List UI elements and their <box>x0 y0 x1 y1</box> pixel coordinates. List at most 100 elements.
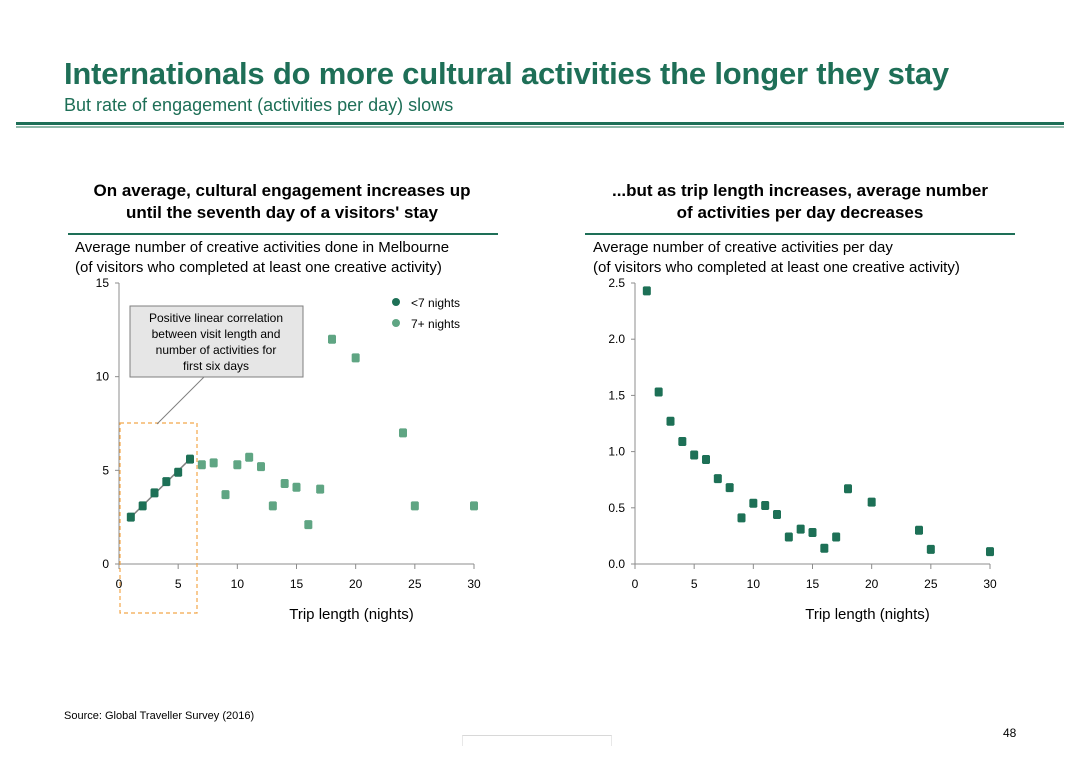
left-desc-line2: (of visitors who completed at least one … <box>75 259 442 276</box>
data-point-under-7-nights <box>186 454 194 464</box>
callout-text-line: Positive linear correlation <box>149 311 283 325</box>
x-axis-title: Trip length (nights) <box>805 606 930 623</box>
data-point-7-plus-nights <box>328 334 336 344</box>
data-point-7-plus-nights <box>292 482 301 492</box>
correlation-callout: Positive linear correlation between visit… <box>129 305 304 425</box>
data-point <box>986 547 994 557</box>
right-chart-axes: 0 5 10 15 20 25 30 0.0 0.5 1.0 1.5 2.0 2.5 Trip lengt… <box>608 276 997 623</box>
left-desc-line1: Average number of creative activities do… <box>75 239 450 256</box>
left-heading-line2: until the seventh day of a visitors' sta… <box>125 203 439 222</box>
data-point <box>690 450 699 460</box>
x-tick-label: 5 <box>175 577 182 591</box>
data-point-7-plus-nights <box>410 501 419 511</box>
data-point <box>678 436 687 446</box>
data-point-7-plus-nights <box>399 428 407 438</box>
x-tick-label: 20 <box>349 577 363 591</box>
legend-marker <box>392 298 400 306</box>
x-tick-label: 0 <box>116 577 123 591</box>
header-divider <box>16 122 1064 125</box>
data-point <box>820 543 829 553</box>
data-point-under-7-nights <box>150 488 159 498</box>
left-chart-legend: <7 nights 7+ nights <box>392 296 460 331</box>
legend-label: 7+ nights <box>411 317 460 331</box>
page-number: 48 <box>1003 726 1017 740</box>
right-chart-points <box>642 286 994 557</box>
data-point-7-plus-nights <box>245 452 254 462</box>
data-point-7-plus-nights <box>351 353 360 363</box>
highlight-rect <box>119 422 198 614</box>
data-point <box>784 532 793 542</box>
data-point-7-plus-nights <box>280 478 289 488</box>
y-tick-label: 1.5 <box>608 388 625 402</box>
data-point <box>867 497 876 507</box>
callout-box <box>129 305 304 378</box>
data-point-7-plus-nights <box>221 490 230 500</box>
data-point <box>666 416 675 426</box>
trend-line <box>130 458 191 518</box>
data-point <box>725 483 734 493</box>
x-tick-label: 25 <box>408 577 422 591</box>
source-note: Source: Global Traveller Survey (2016) <box>64 710 255 722</box>
callout-text-line: number of activities for <box>156 343 277 357</box>
right-desc-line2: (of visitors who completed at least one … <box>593 259 960 276</box>
x-tick-label: 30 <box>983 577 997 591</box>
data-point-under-7-nights <box>126 512 135 522</box>
data-point <box>844 484 852 494</box>
data-point <box>773 510 781 520</box>
data-point-under-7-nights <box>174 467 183 477</box>
y-tick-label: 0 <box>102 557 109 571</box>
legend-label: <7 nights <box>411 296 460 310</box>
data-point <box>713 474 722 484</box>
data-point-7-plus-nights <box>233 460 242 470</box>
y-tick-label: 0.0 <box>608 557 625 571</box>
data-point <box>642 286 651 296</box>
y-tick-label: 1.0 <box>608 445 625 459</box>
legend-marker <box>392 319 400 327</box>
x-tick-label: 0 <box>632 577 639 591</box>
page-subtitle: But rate of engagement (activities per d… <box>64 95 454 115</box>
data-point-7-plus-nights <box>304 520 313 530</box>
left-chart-points <box>126 334 478 530</box>
x-tick-label: 30 <box>467 577 481 591</box>
data-point <box>832 532 841 542</box>
right-panel-heading: ...but as trip length increases, average… <box>575 180 1025 224</box>
x-tick-label: 10 <box>231 577 245 591</box>
data-point-under-7-nights <box>162 477 171 487</box>
data-point <box>737 513 746 523</box>
callout-leader-line <box>156 376 205 425</box>
data-point-7-plus-nights <box>316 484 325 494</box>
y-tick-label: 2.0 <box>608 332 625 346</box>
page-title: Internationals do more cultural activiti… <box>64 56 949 91</box>
callout-text-line: between visit length and <box>152 327 281 341</box>
x-tick-label: 25 <box>924 577 938 591</box>
footer-box <box>462 735 612 746</box>
right-heading-line2: of activities per day decreases <box>676 203 924 222</box>
data-point-7-plus-nights <box>470 501 478 511</box>
data-point-7-plus-nights <box>268 501 277 511</box>
x-tick-label: 5 <box>691 577 698 591</box>
x-tick-label: 15 <box>290 577 304 591</box>
data-point <box>702 454 710 464</box>
right-desc-line1: Average number of creative activities pe… <box>593 239 893 256</box>
data-point <box>926 544 935 554</box>
data-point-under-7-nights <box>138 501 147 511</box>
y-tick-label: 15 <box>96 276 110 290</box>
y-tick-label: 5 <box>102 463 109 477</box>
left-chart-axes: 0 5 10 15 20 25 30 0 5 10 15 Trip length (nights) <box>96 276 481 623</box>
data-point <box>749 498 758 508</box>
x-axis-title: Trip length (nights) <box>289 606 414 623</box>
left-panel-divider <box>68 233 498 235</box>
x-tick-label: 10 <box>747 577 761 591</box>
data-point <box>808 528 817 538</box>
x-tick-label: 15 <box>806 577 820 591</box>
x-tick-label: 20 <box>865 577 879 591</box>
left-heading-line1: On average, cultural engagement increase… <box>93 181 471 200</box>
data-point <box>654 387 663 397</box>
data-point <box>761 501 770 511</box>
data-point-7-plus-nights <box>197 460 206 470</box>
data-point-7-plus-nights <box>209 458 218 468</box>
right-panel-divider <box>585 233 1015 235</box>
data-point <box>796 524 805 534</box>
right-heading-line1: ...but as trip length increases, average… <box>611 181 988 200</box>
y-tick-label: 0.5 <box>608 501 625 515</box>
